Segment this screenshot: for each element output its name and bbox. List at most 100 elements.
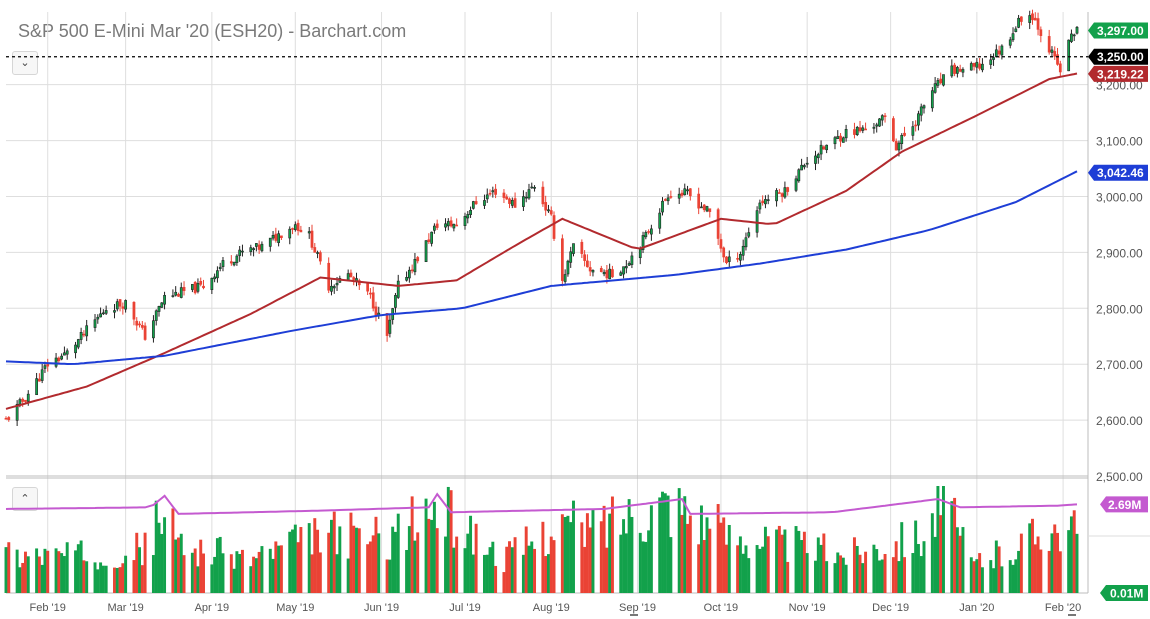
volume-bar bbox=[969, 557, 973, 593]
volume-bar bbox=[680, 514, 684, 593]
volume-bar bbox=[972, 561, 976, 593]
candle-body bbox=[238, 249, 242, 256]
volume-bar bbox=[260, 546, 264, 593]
candle-body bbox=[171, 295, 175, 297]
volume-bar bbox=[176, 537, 180, 593]
x-tick-label: Aug '19 bbox=[533, 602, 570, 614]
candle-body bbox=[444, 223, 447, 228]
candle-body bbox=[853, 129, 856, 135]
volume-bar bbox=[638, 532, 642, 593]
candle-body bbox=[65, 350, 69, 355]
volume-bar bbox=[719, 522, 723, 593]
candle-body bbox=[135, 320, 139, 326]
candle-body bbox=[878, 118, 881, 127]
volume-bar bbox=[132, 560, 136, 593]
candle-body bbox=[688, 188, 692, 197]
candle-body bbox=[121, 306, 125, 309]
volume-bar bbox=[930, 513, 934, 593]
volume-bar bbox=[124, 555, 128, 593]
volume-bar bbox=[975, 559, 979, 593]
candle-body bbox=[797, 169, 801, 182]
candle-body bbox=[741, 245, 745, 256]
volume-bar bbox=[310, 554, 314, 593]
scroll-marker bbox=[630, 614, 638, 616]
volume-bar bbox=[213, 556, 217, 593]
x-tick-label: Feb '19 bbox=[30, 602, 66, 614]
volume-bar bbox=[994, 540, 998, 593]
volume-bar bbox=[1058, 551, 1062, 593]
volume-bar bbox=[357, 528, 361, 593]
y-tick-label: 2,500.00 bbox=[1096, 470, 1143, 484]
volume-bar bbox=[85, 561, 89, 593]
volume-bar bbox=[552, 540, 556, 593]
volume-bar bbox=[658, 497, 662, 593]
volume-bar bbox=[143, 532, 147, 593]
candle-body bbox=[310, 230, 314, 248]
volume-bar bbox=[115, 567, 119, 593]
candle-body bbox=[755, 210, 759, 233]
candle-body bbox=[330, 285, 333, 292]
candle-body bbox=[647, 231, 650, 233]
volume-bar bbox=[291, 529, 295, 593]
volume-bar bbox=[104, 565, 108, 593]
candle-body bbox=[661, 200, 664, 213]
candle-body bbox=[522, 196, 525, 207]
volume-bar bbox=[708, 528, 712, 593]
collapse-main-pane-button[interactable]: ⌄ bbox=[12, 51, 38, 75]
volume-bar bbox=[279, 545, 283, 593]
volume-bar bbox=[572, 500, 575, 593]
candle-body bbox=[163, 295, 166, 305]
candle-body bbox=[488, 192, 492, 195]
volume-bar bbox=[697, 544, 701, 593]
ma50-line bbox=[5, 72, 1078, 410]
volume-bar bbox=[794, 526, 798, 593]
volume-bar bbox=[608, 513, 612, 593]
candle-body bbox=[875, 124, 879, 127]
candle-body bbox=[318, 252, 322, 262]
volume-bar bbox=[872, 544, 876, 593]
candle-body bbox=[21, 398, 25, 402]
volume-bar bbox=[903, 557, 907, 593]
volume-bar bbox=[758, 548, 762, 593]
candle-body bbox=[335, 282, 339, 286]
candle-body bbox=[844, 129, 848, 139]
ma200-line bbox=[5, 170, 1078, 366]
volume-bar bbox=[610, 496, 614, 593]
y-tick-label: 3,200.00 bbox=[1096, 79, 1143, 93]
volume-bar bbox=[449, 490, 453, 593]
volume-bar bbox=[366, 544, 370, 593]
candle-body bbox=[152, 320, 155, 339]
candle-body bbox=[410, 269, 414, 272]
candle-body bbox=[157, 305, 161, 312]
candle-body bbox=[293, 224, 297, 230]
candle-body bbox=[758, 202, 762, 210]
volume-bar bbox=[864, 551, 868, 593]
candle-body bbox=[978, 63, 982, 69]
volume-bar bbox=[432, 501, 436, 593]
volume-bar bbox=[783, 529, 787, 593]
candle-body bbox=[1058, 63, 1062, 73]
volume-bar bbox=[349, 512, 353, 593]
volume-average-line bbox=[5, 492, 1078, 515]
candle-body bbox=[683, 188, 687, 196]
candle-body bbox=[786, 187, 790, 192]
price-badge-label: 3,042.46 bbox=[1097, 166, 1144, 180]
candle-body bbox=[469, 210, 472, 215]
candle-body bbox=[638, 248, 642, 259]
candle-body bbox=[997, 50, 1001, 55]
price-badge-label: 3,297.00 bbox=[1097, 24, 1144, 38]
candle-body bbox=[663, 199, 667, 201]
candle-body bbox=[388, 319, 392, 334]
candle-body bbox=[455, 224, 459, 227]
candle-body bbox=[722, 247, 726, 258]
candle-body bbox=[138, 323, 141, 326]
candle-body bbox=[569, 251, 573, 263]
candle-body bbox=[930, 90, 934, 109]
volume-bar bbox=[936, 486, 940, 593]
candle-body bbox=[716, 209, 720, 239]
volume-bar bbox=[916, 544, 920, 593]
collapse-volume-pane-button[interactable]: ⌃ bbox=[12, 487, 38, 511]
volume-low-badge: 0.01M bbox=[1100, 585, 1148, 601]
volume-bar bbox=[329, 519, 333, 593]
